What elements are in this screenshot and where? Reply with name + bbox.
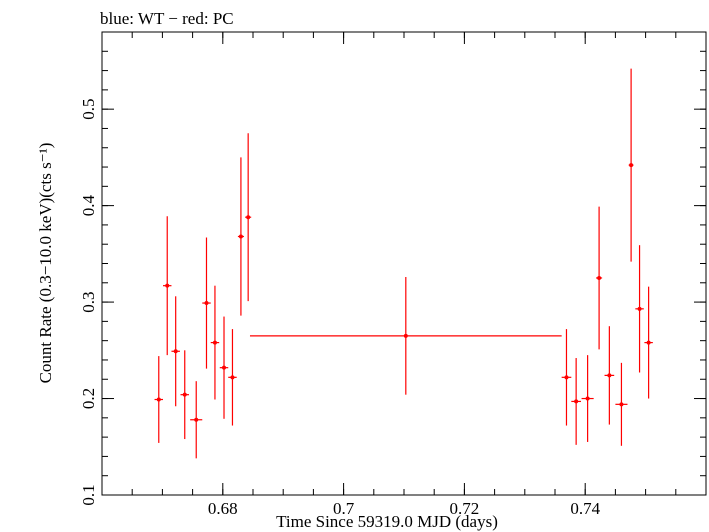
data-point bbox=[628, 68, 634, 262]
point-marker bbox=[564, 375, 569, 380]
data-point bbox=[615, 362, 628, 446]
x-tick-label: 0.7 bbox=[333, 499, 355, 518]
x-tick-label: 0.72 bbox=[450, 499, 480, 518]
data-point bbox=[561, 329, 572, 426]
y-tick-label: 0.5 bbox=[79, 99, 98, 120]
point-marker bbox=[238, 234, 243, 239]
x-tick-label: 0.68 bbox=[208, 499, 238, 518]
point-marker bbox=[607, 373, 612, 378]
data-point bbox=[219, 316, 229, 419]
point-marker bbox=[246, 215, 251, 220]
y-tick-label: 0.4 bbox=[79, 195, 98, 217]
point-marker bbox=[403, 333, 408, 338]
data-point bbox=[635, 245, 644, 373]
point-marker bbox=[156, 397, 161, 402]
point-marker bbox=[629, 163, 634, 168]
data-point bbox=[245, 133, 252, 302]
data-point bbox=[571, 358, 581, 445]
y-tick-label: 0.3 bbox=[79, 291, 98, 312]
point-marker bbox=[194, 417, 199, 422]
y-axis-label: Count Rate (0.3−10.0 keV)(cts s⁻¹) bbox=[36, 143, 55, 384]
x-tick-label: 0.74 bbox=[570, 499, 600, 518]
data-point bbox=[171, 296, 180, 407]
data-point bbox=[180, 350, 189, 440]
point-marker bbox=[637, 306, 642, 311]
x-axis-label: Time Since 59319.0 MJD (days) bbox=[276, 512, 498, 531]
data-point bbox=[202, 237, 211, 369]
data-point bbox=[581, 355, 594, 442]
data-points bbox=[154, 68, 653, 459]
point-marker bbox=[619, 402, 624, 407]
plot-frame bbox=[101, 31, 707, 496]
data-point bbox=[154, 356, 164, 443]
point-marker bbox=[222, 365, 227, 370]
y-tick-label: 0.2 bbox=[79, 388, 98, 409]
point-marker bbox=[165, 283, 170, 288]
data-point bbox=[190, 381, 203, 459]
data-point bbox=[604, 326, 615, 425]
point-marker bbox=[574, 399, 579, 404]
point-marker bbox=[230, 375, 235, 380]
y-tick-label: 0.1 bbox=[79, 484, 98, 505]
point-marker bbox=[585, 396, 590, 401]
data-point bbox=[596, 206, 603, 350]
data-point bbox=[237, 157, 244, 316]
data-point bbox=[163, 216, 172, 356]
point-marker bbox=[204, 301, 209, 306]
point-marker bbox=[182, 392, 187, 397]
point-marker bbox=[173, 349, 178, 354]
point-marker bbox=[646, 340, 651, 345]
chart-title: blue: WT − red: PC bbox=[100, 9, 234, 28]
data-point bbox=[644, 286, 653, 399]
data-point bbox=[249, 277, 562, 395]
data-point bbox=[210, 285, 220, 400]
point-marker bbox=[212, 340, 217, 345]
data-point bbox=[228, 329, 237, 426]
point-marker bbox=[597, 275, 602, 280]
axis-ticks: 0.68 0.7 0.72 0.74 0.1 0.2 0.3 0.4 0.5 bbox=[79, 31, 707, 518]
